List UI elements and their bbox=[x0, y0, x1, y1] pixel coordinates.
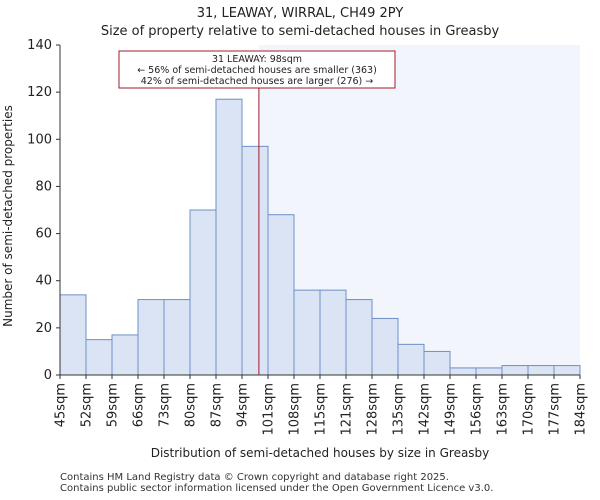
bar bbox=[553, 365, 581, 376]
bar bbox=[267, 214, 295, 376]
x-tick-label: 45sqm bbox=[54, 383, 69, 427]
x-tick-label: 94sqm bbox=[236, 383, 251, 427]
x-tick-label: 121sqm bbox=[340, 383, 355, 436]
bar bbox=[111, 334, 139, 376]
x-tick-label: 184sqm bbox=[574, 383, 589, 436]
bar bbox=[293, 289, 321, 376]
x-tick-label: 128sqm bbox=[366, 383, 381, 436]
x-tick-label: 101sqm bbox=[262, 383, 277, 436]
y-tick-label: 20 bbox=[35, 321, 52, 336]
chart-title: 31, LEAWAY, WIRRAL, CH49 2PY bbox=[197, 6, 404, 21]
bar bbox=[423, 350, 451, 376]
x-tick-label: 156sqm bbox=[470, 383, 485, 436]
footer: Contains HM Land Registry data © Crown c… bbox=[60, 472, 493, 494]
x-tick-label: 170sqm bbox=[522, 383, 537, 436]
x-tick-label: 135sqm bbox=[392, 383, 407, 436]
bar bbox=[163, 299, 191, 376]
bar bbox=[241, 145, 269, 376]
footer-line-1: Contains HM Land Registry data © Crown c… bbox=[60, 472, 449, 483]
x-tick-label: 149sqm bbox=[444, 383, 459, 436]
bar bbox=[449, 367, 477, 376]
bar bbox=[215, 98, 243, 376]
x-tick-label: 142sqm bbox=[418, 383, 433, 436]
x-tick-label: 80sqm bbox=[184, 383, 199, 427]
y-tick-label: 120 bbox=[27, 85, 52, 100]
y-tick-label: 0 bbox=[44, 368, 52, 383]
bar bbox=[345, 299, 373, 376]
plot-area: 0 20 40 60 80 100 120 140 45sqm 52sqm 59sqm 66sqm 73… bbox=[27, 38, 588, 436]
bar bbox=[501, 365, 529, 376]
x-tick-label: 87sqm bbox=[210, 383, 225, 427]
y-axis-label: Number of semi-detached properties bbox=[1, 105, 15, 327]
annotation-text-line: 42% of semi-detached houses are larger (… bbox=[141, 76, 374, 87]
x-tick-label: 52sqm bbox=[80, 383, 95, 427]
y-tick-label: 60 bbox=[35, 227, 52, 242]
annotation-text-line: ← 56% of semi-detached houses are smalle… bbox=[137, 65, 377, 76]
y-tick-label: 80 bbox=[35, 179, 52, 194]
y-tick-label: 140 bbox=[27, 38, 52, 53]
x-tick-label: 59sqm bbox=[106, 383, 121, 427]
bar bbox=[85, 339, 113, 376]
bar bbox=[319, 289, 347, 376]
bar bbox=[59, 294, 87, 376]
annotation-text-line: 31 LEAWAY: 98sqm bbox=[212, 54, 302, 65]
bar bbox=[189, 209, 217, 376]
bar bbox=[371, 317, 399, 376]
x-tick-label: 177sqm bbox=[548, 383, 563, 436]
x-tick-label: 115sqm bbox=[314, 383, 329, 436]
x-tick-label: 66sqm bbox=[132, 383, 147, 427]
footer-line-2: Contains public sector information licen… bbox=[60, 483, 494, 494]
bar bbox=[475, 367, 503, 376]
x-tick-label: 108sqm bbox=[288, 383, 303, 436]
x-tick-label: 163sqm bbox=[496, 383, 511, 436]
annotation-box bbox=[118, 50, 396, 89]
bar bbox=[527, 365, 555, 376]
bar bbox=[397, 343, 425, 376]
bar bbox=[137, 299, 165, 376]
y-tick-label: 40 bbox=[35, 274, 52, 289]
x-axis-label: Distribution of semi-detached houses by … bbox=[151, 446, 490, 460]
chart-subtitle: Size of property relative to semi-detach… bbox=[101, 24, 500, 39]
x-tick-label: 73sqm bbox=[158, 383, 173, 427]
y-tick-label: 100 bbox=[27, 132, 52, 147]
